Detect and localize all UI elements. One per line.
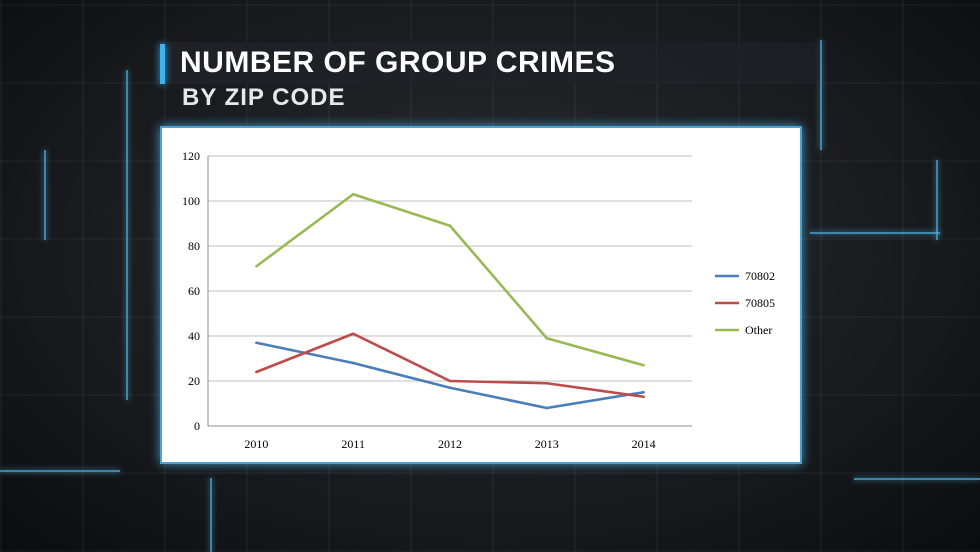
data-point (448, 224, 452, 228)
x-tick-label: 2012 (438, 437, 462, 451)
data-point (545, 406, 549, 410)
data-point (545, 336, 549, 340)
x-tick-label: 2010 (244, 437, 268, 451)
chart-title: NUMBER OF GROUP CRIMES (180, 46, 616, 79)
data-point (545, 381, 549, 385)
data-point (642, 363, 645, 367)
series-line-70802 (256, 341, 644, 410)
data-point (255, 370, 258, 374)
legend-label: Other (745, 323, 772, 337)
series-line-other (255, 192, 644, 367)
title-bar (160, 42, 820, 84)
chart-panel: 0 20 40 60 80 100 120 2010 2011 2012 2013 2014 70802… (160, 126, 802, 464)
decorative-line (210, 478, 212, 552)
data-point (255, 341, 258, 345)
y-tick-label: 40 (188, 329, 200, 343)
data-point (351, 192, 355, 196)
data-point (448, 379, 452, 383)
y-tick-label: 60 (188, 284, 200, 298)
legend-label: 70805 (745, 296, 775, 310)
legend-label: 70802 (745, 269, 775, 283)
data-point (255, 264, 258, 268)
decorative-line (820, 40, 822, 150)
decorative-line (936, 160, 938, 240)
y-tick-label: 120 (182, 149, 200, 163)
line-chart: 0 20 40 60 80 100 120 2010 2011 2012 2013 2014 70802… (182, 149, 775, 451)
title-accent-bar (160, 44, 165, 84)
y-tick-label: 0 (194, 419, 200, 433)
decorative-line (0, 470, 120, 472)
data-point (351, 332, 355, 336)
y-tick-label: 20 (188, 374, 200, 388)
data-point (642, 395, 645, 399)
decorative-line (810, 232, 940, 234)
data-point (448, 386, 452, 390)
x-tick-label: 2013 (535, 437, 559, 451)
data-point (351, 361, 355, 365)
x-tick-label: 2014 (632, 437, 656, 451)
y-tick-label: 80 (188, 239, 200, 253)
x-tick-label: 2011 (341, 437, 365, 451)
y-tick-label: 100 (182, 194, 200, 208)
data-point (642, 390, 645, 394)
chart-subtitle: BY ZIP CODE (182, 84, 346, 111)
decorative-line (44, 150, 46, 240)
decorative-line (126, 70, 128, 400)
decorative-line (854, 478, 980, 480)
